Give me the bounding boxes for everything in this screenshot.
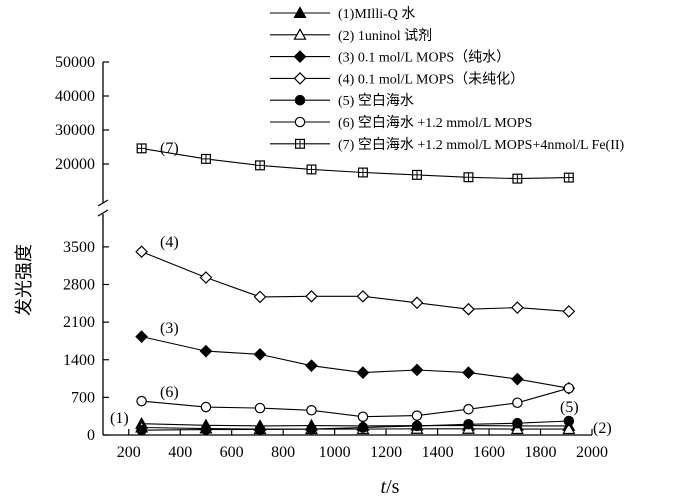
- series-point-6: [512, 397, 523, 409]
- legend-label: (6) 空白海水 +1.2 mmol/L MOPS: [338, 115, 532, 131]
- legend: (1)MIlli-Q 水 (2) 1uninol 试剂 (3) 0.1 mol/L …: [270, 6, 625, 153]
- series-point-3: [511, 372, 524, 386]
- y-tick-label: 1400: [63, 352, 95, 369]
- y-axis-label: 发光强度: [14, 244, 34, 316]
- series-point-4: [135, 245, 148, 259]
- series-point-3: [253, 348, 267, 361]
- y-tick-label: 50000: [55, 54, 95, 71]
- series-point-4: [199, 271, 213, 284]
- series-line-3: [141, 336, 569, 389]
- axis-break-mark: [97, 209, 109, 217]
- legend-item: (4) 0.1 mol/L MOPS（未纯化）: [270, 71, 524, 87]
- series-point-4: [462, 302, 475, 316]
- x-axis-label-variable: t: [381, 476, 387, 498]
- legend-item: (2) 1uninol 试剂: [270, 28, 432, 44]
- series-point-4: [562, 305, 576, 318]
- y-tick-label: 0: [87, 427, 95, 444]
- series-point-5: [254, 424, 266, 435]
- series-point-5: [463, 418, 474, 430]
- legend-label: (1)MIlli-Q 水: [338, 6, 415, 22]
- series-point-6: [254, 402, 266, 414]
- series-point-4: [305, 289, 318, 303]
- annotation-label: (1): [110, 410, 129, 427]
- y-tick-label: 30000: [55, 122, 95, 139]
- legend-item: (7) 空白海水 +1.2 mmol/L MOPS+4nmol/L Fe(II): [270, 137, 625, 153]
- legend-marker: [294, 94, 306, 106]
- annotation-label: (6): [160, 384, 179, 401]
- annotation-label: (5): [560, 399, 579, 416]
- series-point-5: [563, 415, 575, 427]
- series-point-4: [511, 301, 524, 314]
- series-point-3: [135, 330, 148, 343]
- series-point-6: [136, 395, 147, 407]
- legend-marker: [293, 28, 307, 40]
- series-point-3: [462, 366, 475, 379]
- y-tick-label: 2800: [63, 277, 95, 294]
- series-point-6: [357, 411, 369, 423]
- annotation-label: (7): [160, 140, 179, 157]
- tick-labels: 200 400 600 800 1000 1200 1400 1600 1800 20000700…: [55, 54, 608, 461]
- series-point-2: [562, 422, 576, 435]
- legend-item: (6) 空白海水 +1.2 mmol/L MOPS: [270, 115, 532, 131]
- annotation-label: (2): [593, 420, 612, 437]
- x-tick-label: 2000: [576, 444, 608, 461]
- legend-item: (5) 空白海水: [270, 93, 414, 109]
- series-point-4: [356, 289, 370, 303]
- series-point-3: [305, 359, 318, 373]
- x-axis-label: t/s: [381, 476, 400, 498]
- y-tick-label: 2100: [63, 314, 95, 331]
- x-tick-label: 200: [117, 444, 141, 461]
- series-point-5: [512, 417, 523, 429]
- annotation-label: (4): [160, 234, 179, 251]
- y-tick-label: 3500: [63, 239, 95, 256]
- series-point-5: [357, 422, 369, 433]
- x-tick-label: 1600: [473, 444, 505, 461]
- series-point-3: [410, 363, 424, 377]
- y-tick-label: 20000: [55, 156, 95, 173]
- series-point-4: [410, 296, 424, 310]
- x-tick-label: 1000: [319, 444, 351, 461]
- legend-marker: [293, 50, 307, 63]
- series-point-5: [411, 420, 423, 432]
- legend-label: (3) 0.1 mol/L MOPS（纯水）: [338, 50, 510, 66]
- x-tick-label: 600: [220, 444, 244, 461]
- series-point-5: [136, 424, 147, 436]
- x-tick-label: 400: [168, 444, 192, 461]
- axis-break-mark: [97, 199, 109, 207]
- series-point-6: [306, 405, 317, 416]
- series-point-3: [199, 344, 213, 358]
- series-point-6: [200, 401, 212, 413]
- legend-label: (4) 0.1 mol/L MOPS（未纯化）: [338, 71, 524, 87]
- series-point-3: [356, 366, 370, 379]
- legend-item: (1)MIlli-Q 水: [270, 6, 415, 22]
- x-tick-label: 1400: [422, 444, 454, 461]
- series-markers: [135, 143, 576, 436]
- x-tick-label: 1800: [525, 444, 557, 461]
- series-point-6: [463, 403, 474, 415]
- x-tick-label: 1200: [370, 444, 402, 461]
- annotation-label: (3): [160, 320, 179, 337]
- y-tick-label: 700: [71, 389, 95, 406]
- y-tick-label: 40000: [55, 88, 95, 105]
- chart-axes: [97, 61, 593, 436]
- legend-marker: [294, 116, 306, 128]
- legend-label: (2) 1uninol 试剂: [338, 28, 432, 44]
- legend-marker: [293, 6, 307, 18]
- series-point-6: [563, 382, 575, 394]
- series-point-5: [306, 423, 317, 435]
- legend-label: (7) 空白海水 +1.2 mmol/L MOPS+4nmol/L Fe(II): [338, 137, 625, 153]
- series-point-4: [253, 290, 267, 304]
- series-point-2: [510, 422, 524, 435]
- series-lines: [141, 147, 569, 431]
- x-axis-label-unit: /s: [386, 476, 400, 498]
- series-annotations: (7) (4) (3) (6) (1) (5) (2): [110, 140, 612, 437]
- x-tick-label: 800: [271, 444, 295, 461]
- series-point-5: [200, 424, 212, 435]
- legend-label: (5) 空白海水: [338, 93, 414, 109]
- legend-marker: [293, 72, 307, 85]
- series-point-6: [411, 410, 423, 421]
- legend-item: (3) 0.1 mol/L MOPS（纯水）: [270, 50, 510, 66]
